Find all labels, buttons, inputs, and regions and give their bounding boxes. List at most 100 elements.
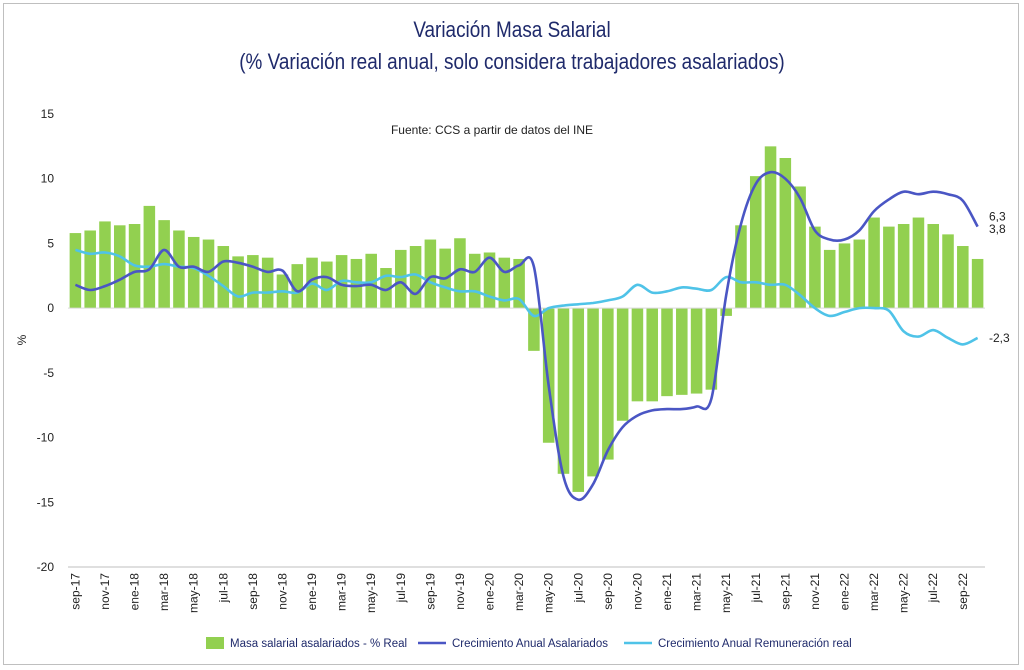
y-axis-label: % [15, 334, 29, 345]
x-tick-label: ene-22 [837, 573, 851, 611]
chart-frame [3, 3, 1019, 665]
bar [690, 308, 703, 394]
x-tick-label: nov-20 [630, 573, 644, 610]
x-tick-label: jul-19 [394, 573, 408, 604]
bar [247, 255, 259, 309]
bar [454, 238, 466, 309]
x-tick-label: ene-18 [128, 573, 142, 611]
end-label-asalariados: 6,3 [989, 210, 1006, 224]
x-tick-label: sep-17 [68, 573, 82, 610]
bar [143, 205, 156, 309]
bar [409, 246, 422, 309]
bar [468, 253, 481, 309]
bar [202, 239, 215, 309]
bar [794, 186, 806, 309]
x-tick-label: mar-22 [867, 573, 881, 611]
bar [764, 146, 777, 309]
bar [912, 217, 925, 309]
x-tick-label: jul-20 [571, 573, 585, 604]
bar [646, 308, 658, 402]
bar [542, 308, 555, 443]
x-tick-label: may-20 [542, 573, 556, 613]
y-tick-label: 15 [41, 107, 55, 121]
bar [557, 308, 570, 474]
y-tick-label: -15 [37, 495, 55, 509]
bar [113, 225, 126, 309]
x-tick-label: may-18 [187, 573, 201, 613]
y-tick-label: 5 [47, 236, 54, 250]
x-tick-label: may-19 [364, 573, 378, 613]
bar [779, 158, 792, 309]
bar [676, 308, 688, 395]
bar [528, 308, 540, 351]
bar [173, 230, 185, 309]
y-tick-label: -5 [43, 366, 54, 380]
end-label-remuneracion: -2,3 [989, 331, 1010, 345]
bar [927, 224, 940, 309]
bar [424, 239, 437, 309]
x-tick-label: sep-21 [778, 573, 792, 610]
chart-title: Variación Masa Salarial [413, 17, 611, 42]
bar [735, 225, 747, 309]
x-tick-label: nov-17 [98, 573, 112, 610]
bar [853, 239, 866, 309]
bar [572, 308, 585, 492]
bar [380, 268, 392, 309]
x-tick-label: nov-18 [275, 573, 289, 610]
bar [602, 308, 614, 460]
y-tick-label: -20 [37, 560, 55, 574]
bar [749, 176, 762, 309]
bar [513, 258, 525, 309]
line-series-remuneracion [75, 248, 979, 346]
bar [631, 308, 644, 402]
x-tick-label: mar-18 [157, 573, 171, 611]
bar [809, 226, 821, 309]
x-tick-label: jul-18 [216, 573, 230, 604]
x-tick-label: nov-19 [453, 573, 467, 610]
chart-subtitle: (% Variación real anual, solo considera … [239, 49, 785, 74]
x-tick-label: nov-21 [808, 573, 822, 610]
bar [217, 246, 230, 309]
x-tick-label: mar-20 [512, 573, 526, 611]
bar [957, 246, 969, 309]
bar [838, 243, 851, 309]
bar [720, 308, 732, 316]
chart-title-block: Variación Masa Salarial (% Variación rea… [0, 14, 1024, 78]
x-tick-label: mar-19 [335, 573, 349, 611]
x-tick-label: ene-21 [660, 573, 674, 611]
x-tick-label: jul-22 [926, 573, 940, 604]
bar [942, 234, 954, 309]
x-tick-label: sep-18 [246, 573, 260, 610]
y-tick-label: 10 [41, 172, 55, 186]
x-tick-label: may-22 [897, 573, 911, 613]
bar [868, 217, 880, 309]
bar [99, 221, 111, 309]
bar [823, 249, 836, 309]
bar [971, 258, 984, 309]
x-tick-label: mar-21 [690, 573, 704, 611]
bar [483, 252, 496, 309]
x-tick-label: sep-19 [423, 573, 437, 610]
x-tick-label: may-21 [719, 573, 733, 613]
bar [84, 230, 96, 309]
bar [187, 236, 200, 309]
x-tick-label: ene-20 [483, 573, 497, 611]
bar [321, 261, 333, 309]
bar [616, 308, 629, 421]
bar [395, 249, 407, 309]
x-tick-label: ene-19 [305, 573, 319, 611]
legend-swatch-bar [206, 637, 224, 649]
y-tick-label: -10 [37, 431, 55, 445]
bar [705, 308, 718, 390]
source-note: Fuente: CCS a partir de datos del INE [391, 123, 593, 137]
end-label-masa: 3,8 [989, 222, 1006, 236]
bar [897, 224, 910, 309]
y-tick-label: 0 [47, 301, 54, 315]
legend-label: Crecimiento Anual Asalariados [452, 638, 608, 650]
x-tick-label: sep-22 [956, 573, 970, 610]
bar [661, 308, 673, 397]
bar [498, 257, 511, 309]
bar [883, 226, 895, 309]
bar [232, 256, 244, 309]
